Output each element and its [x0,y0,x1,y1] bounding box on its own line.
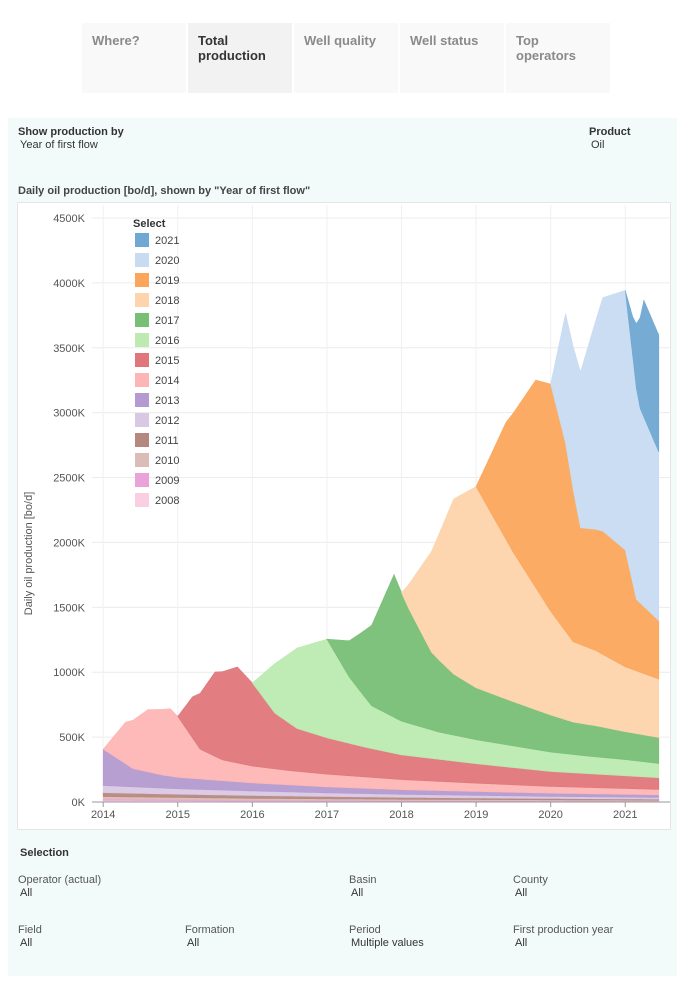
filter-county-label: County [513,874,548,886]
nav-tabs: Where? Total production Well quality Wel… [82,23,610,93]
filter-basin-value[interactable]: All [351,887,364,899]
selection-heading: Selection [20,847,69,859]
tab-where[interactable]: Where? [82,23,186,93]
filter-formation-value[interactable]: All [187,937,200,949]
show-by-label: Show production by [18,126,124,138]
filter-field-label: Field [18,924,42,936]
filter-formation-label: Formation [185,924,235,936]
filter-operator-value[interactable]: All [20,887,33,899]
tab-top-operators[interactable]: Top operators [506,23,610,93]
filter-period-label: Period [349,924,381,936]
show-by-select[interactable]: Year of first flow [20,139,98,151]
tab-well-quality[interactable]: Well quality [294,23,398,93]
product-label: Product [589,126,631,138]
filter-field-value[interactable]: All [20,937,33,949]
tab-well-status[interactable]: Well status [400,23,504,93]
product-select[interactable]: Oil [591,139,605,151]
tab-total-production[interactable]: Total production [188,23,292,93]
filter-basin-label: Basin [349,874,377,886]
chart-container [17,202,671,830]
chart-title: Daily oil production [bo/d], shown by "Y… [18,185,311,197]
filter-period-value[interactable]: Multiple values [351,937,424,949]
filter-county-value[interactable]: All [515,887,528,899]
filter-first-year-label: First production year [513,924,614,936]
filter-operator-label: Operator (actual) [18,874,102,886]
filter-first-year-value[interactable]: All [515,937,528,949]
